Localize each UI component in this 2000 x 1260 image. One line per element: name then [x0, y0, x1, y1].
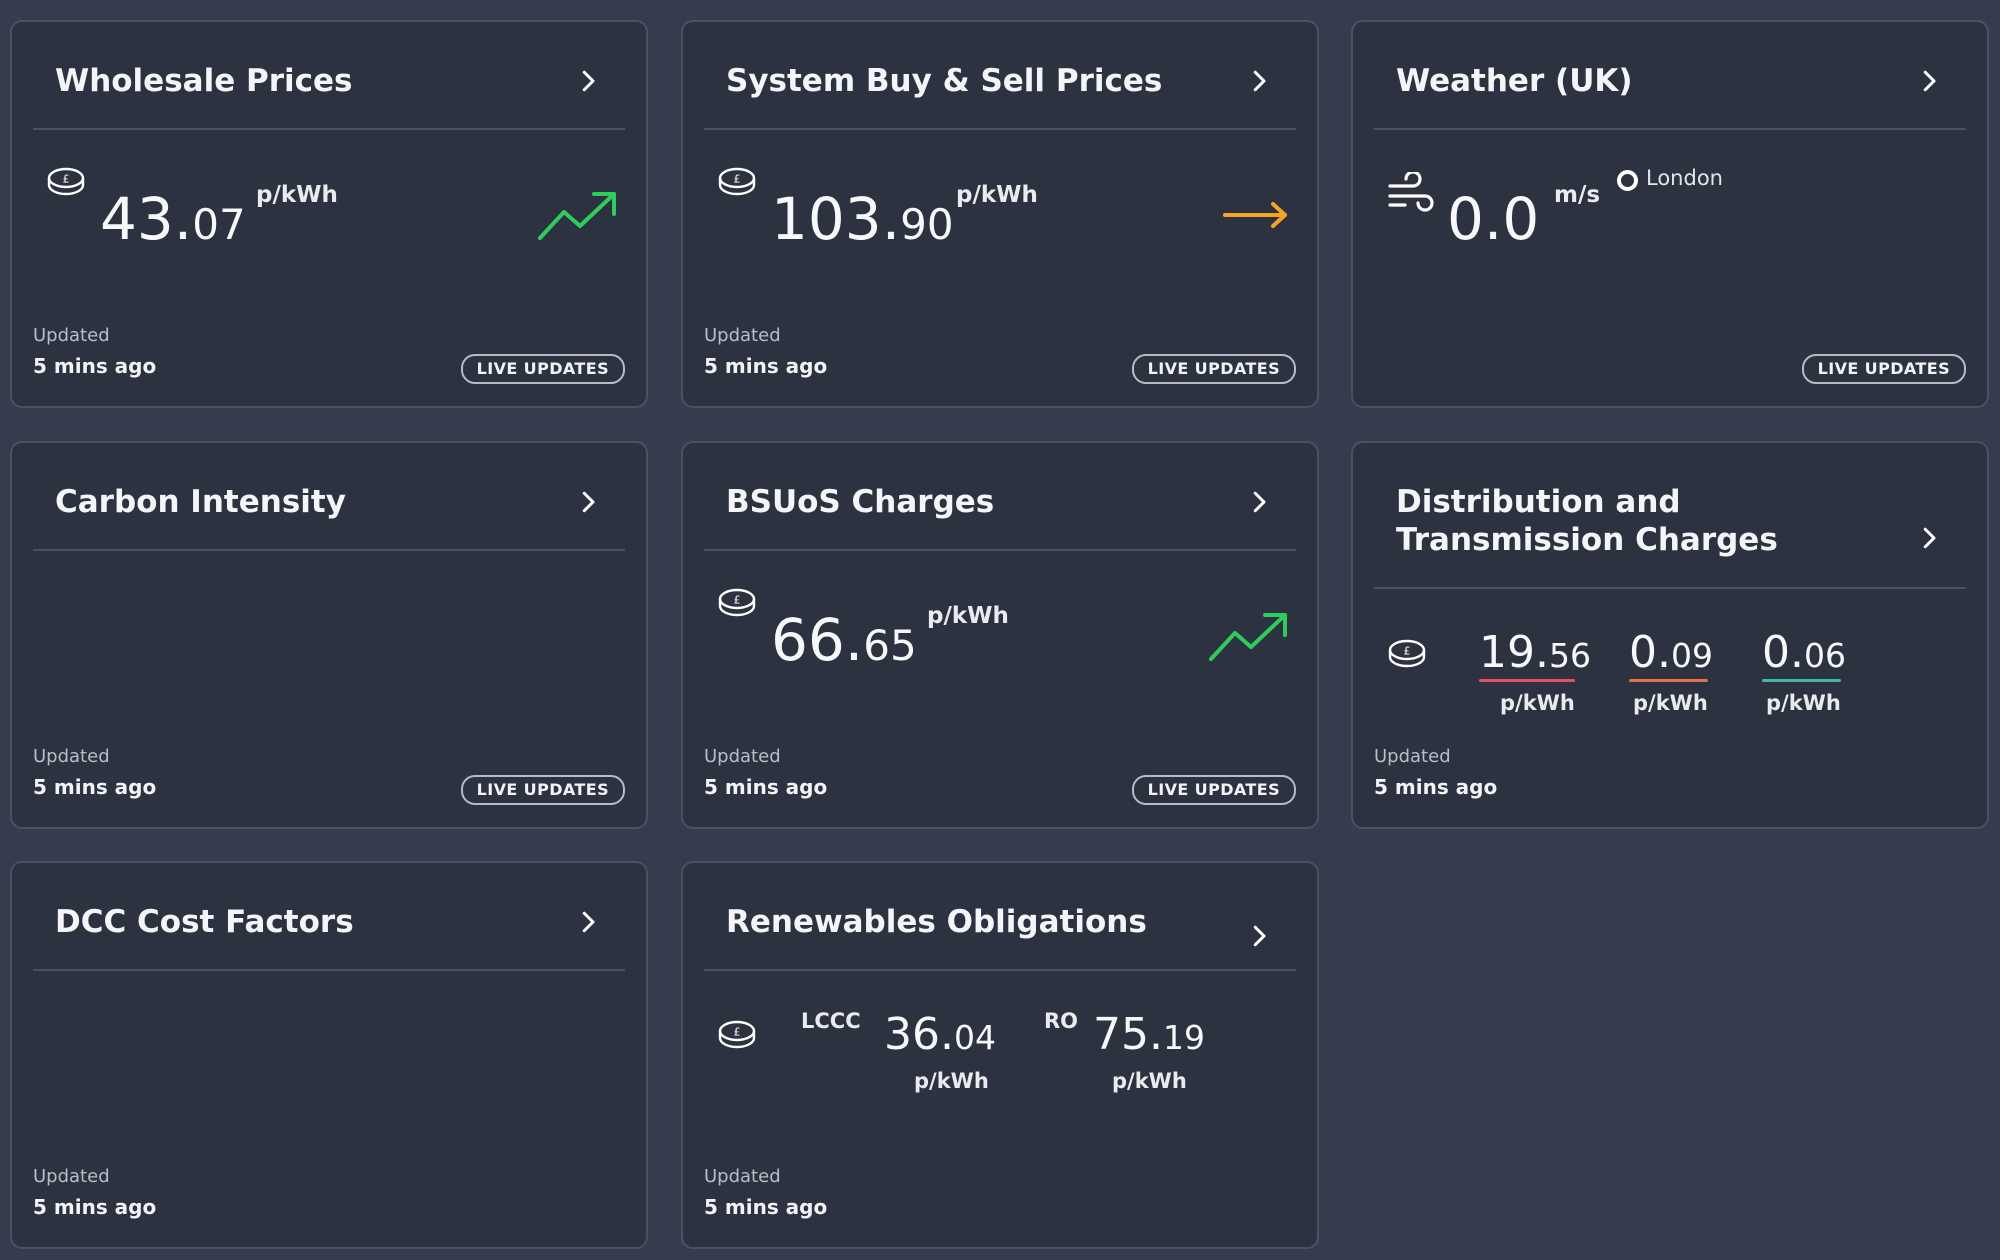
- value-3-unit: p/kWh: [1766, 691, 1841, 715]
- live-updates-badge: LIVE UPDATES: [1801, 354, 1966, 384]
- price-integer: 103.: [771, 185, 901, 253]
- dcc-cost-factors-card[interactable]: DCC Cost Factors Updated 5 mins ago: [10, 861, 648, 1249]
- chevron-right-icon[interactable]: [1244, 66, 1274, 96]
- updated-label: Updated: [704, 325, 781, 346]
- updated-time: 5 mins ago: [33, 354, 157, 378]
- price-decimal: 65: [863, 621, 917, 670]
- card-title: Wholesale Prices: [55, 63, 353, 99]
- svg-text:£: £: [63, 173, 70, 186]
- updated-time: 5 mins ago: [704, 354, 828, 378]
- card-title: DCC Cost Factors: [55, 904, 354, 940]
- wind-speed-value: 0.0: [1447, 185, 1540, 253]
- price-decimal: 90: [900, 200, 954, 249]
- live-updates-badge: LIVE UPDATES: [1131, 354, 1296, 384]
- live-updates-badge: LIVE UPDATES: [1131, 775, 1296, 805]
- price-integer: 43.: [100, 185, 193, 253]
- updated-label: Updated: [704, 746, 781, 767]
- price-unit: p/kWh: [256, 182, 338, 208]
- card-title: BSUoS Charges: [726, 484, 995, 520]
- up-trend-icon: [536, 188, 620, 244]
- card-title: Renewables Obligations: [726, 904, 1147, 940]
- live-updates-badge: LIVE UPDATES: [460, 775, 625, 805]
- system-prices-card[interactable]: System Buy & Sell Prices £ 103.90 p/kWh …: [681, 20, 1319, 408]
- updated-label: Updated: [33, 325, 110, 346]
- weather-card[interactable]: Weather (UK) 0.0 m/s London LIVE UPDATES: [1351, 20, 1989, 408]
- bsuos-charges-card[interactable]: BSUoS Charges £ 66.65 p/kWh Updated 5 mi…: [681, 441, 1319, 829]
- lccc-value: 36.04: [884, 1009, 996, 1060]
- price-unit: p/kWh: [956, 182, 1038, 208]
- ro-value: 75.19: [1093, 1009, 1205, 1060]
- svg-text:£: £: [734, 594, 741, 607]
- distribution-transmission-card[interactable]: Distribution and Transmission Charges £ …: [1351, 441, 1989, 829]
- chevron-right-icon[interactable]: [573, 66, 603, 96]
- coin-icon: £: [717, 1020, 757, 1050]
- price-decimal: 07: [192, 200, 246, 249]
- updated-label: Updated: [33, 746, 110, 767]
- updated-label: Updated: [33, 1166, 110, 1187]
- value-3-underline: [1762, 679, 1841, 682]
- value-1-underline: [1479, 679, 1575, 682]
- up-trend-icon: [1207, 609, 1291, 665]
- updated-time: 5 mins ago: [1374, 775, 1498, 799]
- lccc-label: LCCC: [801, 1009, 861, 1033]
- card-title: Distribution and Transmission Charges: [1396, 484, 1778, 558]
- ro-label: RO: [1044, 1009, 1079, 1033]
- live-updates-badge: LIVE UPDATES: [460, 354, 625, 384]
- updated-time: 5 mins ago: [704, 775, 828, 799]
- coin-icon: £: [717, 588, 757, 618]
- coin-icon: £: [717, 167, 757, 197]
- chevron-right-icon[interactable]: [1244, 487, 1274, 517]
- card-header: Distribution and Transmission Charges: [1374, 443, 1966, 589]
- updated-label: Updated: [704, 1166, 781, 1187]
- svg-text:£: £: [734, 1026, 741, 1039]
- location-label: London: [1646, 166, 1723, 190]
- updated-label: Updated: [1374, 746, 1451, 767]
- updated-time: 5 mins ago: [704, 1195, 828, 1219]
- wind-icon: [1387, 172, 1435, 218]
- card-title: Carbon Intensity: [55, 484, 346, 520]
- chevron-right-icon[interactable]: [1914, 66, 1944, 96]
- chevron-right-icon[interactable]: [573, 487, 603, 517]
- card-header: Renewables Obligations: [704, 863, 1296, 971]
- updated-time: 5 mins ago: [33, 775, 157, 799]
- card-header: Wholesale Prices: [33, 22, 625, 130]
- value-2-unit: p/kWh: [1633, 691, 1708, 715]
- svg-text:£: £: [734, 173, 741, 186]
- coin-icon: £: [46, 167, 86, 197]
- price-value: 66.65: [771, 611, 917, 669]
- card-header: System Buy & Sell Prices: [704, 22, 1296, 130]
- chevron-right-icon[interactable]: [573, 907, 603, 937]
- distribution-value-1: 19.56: [1479, 627, 1591, 678]
- card-header: Weather (UK): [1374, 22, 1966, 130]
- wind-speed-unit: m/s: [1554, 182, 1601, 208]
- card-header: BSUoS Charges: [704, 443, 1296, 551]
- price-integer: 66.: [771, 606, 864, 674]
- chevron-right-icon[interactable]: [1914, 523, 1944, 553]
- distribution-value-3: 0.06: [1762, 627, 1846, 678]
- distribution-value-2: 0.09: [1629, 627, 1713, 678]
- card-title: System Buy & Sell Prices: [726, 63, 1163, 99]
- lccc-unit: p/kWh: [914, 1069, 989, 1093]
- right-arrow-icon: [1221, 200, 1291, 230]
- svg-text:£: £: [1404, 645, 1411, 658]
- renewables-obligations-card[interactable]: Renewables Obligations £ LCCC 36.04 p/kW…: [681, 861, 1319, 1249]
- price-unit: p/kWh: [927, 603, 1009, 629]
- price-value: 103.90: [771, 190, 954, 248]
- carbon-intensity-card[interactable]: Carbon Intensity Updated 5 mins ago LIVE…: [10, 441, 648, 829]
- card-header: Carbon Intensity: [33, 443, 625, 551]
- chevron-right-icon[interactable]: [1244, 921, 1274, 951]
- card-header: DCC Cost Factors: [33, 863, 625, 971]
- card-title: Weather (UK): [1396, 63, 1633, 99]
- updated-time: 5 mins ago: [33, 1195, 157, 1219]
- price-value: 43.07: [100, 190, 246, 248]
- value-1-unit: p/kWh: [1500, 691, 1575, 715]
- location-radio-icon[interactable]: [1617, 170, 1638, 191]
- ro-unit: p/kWh: [1112, 1069, 1187, 1093]
- value-2-underline: [1629, 679, 1708, 682]
- coin-icon: £: [1387, 639, 1427, 669]
- wholesale-prices-card[interactable]: Wholesale Prices £ 43.07 p/kWh Updated 5…: [10, 20, 648, 408]
